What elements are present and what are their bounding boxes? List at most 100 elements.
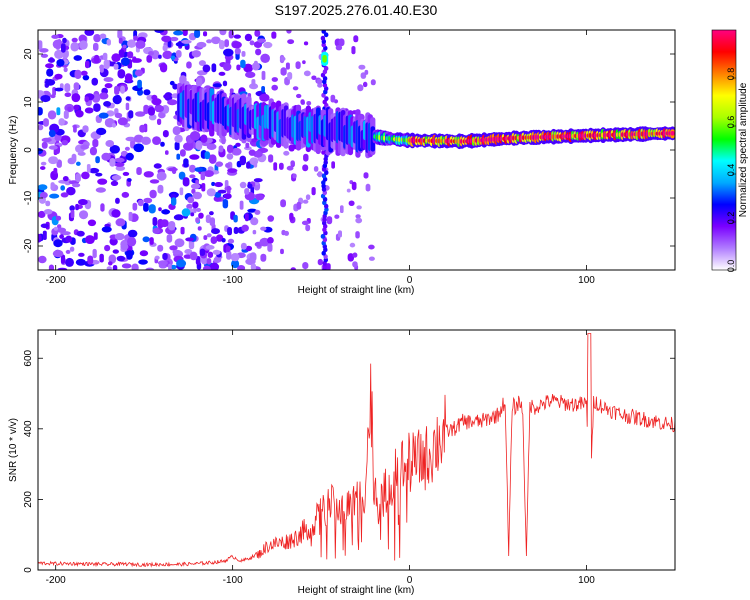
noise-blob <box>260 53 270 63</box>
noise-blob <box>162 252 168 260</box>
noise-blob <box>80 144 89 150</box>
noise-blob <box>183 142 194 151</box>
colorbar-tick-label: 0.6 <box>726 116 736 129</box>
noise-blob <box>263 41 273 49</box>
noise-blob <box>218 71 226 76</box>
spectrogram-x-tick-label: 100 <box>578 275 595 286</box>
noise-blob <box>160 219 169 228</box>
spectrogram-y-label: Frequency (Hz) <box>8 116 19 185</box>
noise-blob <box>244 188 250 195</box>
noise-blob <box>73 82 80 91</box>
noise-blob <box>172 126 181 136</box>
noise-blob <box>78 252 85 257</box>
noise-blob <box>48 264 54 270</box>
noise-blob <box>115 197 120 204</box>
noise-blob <box>71 153 77 163</box>
noise-blob <box>205 214 211 224</box>
noise-blob <box>92 138 99 148</box>
noise-blob <box>209 262 220 270</box>
spike-cell <box>320 35 326 41</box>
noise-blob <box>255 48 262 56</box>
noise-blob <box>145 267 155 270</box>
noise-blob <box>151 98 162 106</box>
noise-blob <box>124 146 130 151</box>
noise-blob <box>303 70 311 77</box>
noise-blob <box>76 230 85 237</box>
noise-blob <box>305 194 311 200</box>
noise-blob <box>317 171 322 178</box>
noise-blob <box>95 172 103 177</box>
noise-blob <box>196 77 203 87</box>
noise-blob <box>311 75 317 80</box>
noise-blob <box>38 233 42 243</box>
spike-cell <box>320 234 326 239</box>
snr-y-tick-label: 0 <box>23 567 34 573</box>
noise-blob <box>301 220 309 226</box>
noise-blob <box>190 183 201 190</box>
noise-blob <box>204 151 210 160</box>
noise-blob <box>81 171 90 180</box>
colorbar-tick-label: 0.0 <box>726 260 736 273</box>
noise-blob <box>127 178 132 182</box>
noise-blob <box>120 85 125 94</box>
noise-blob <box>38 210 46 218</box>
noise-blob <box>52 249 64 258</box>
noise-blob <box>149 237 154 245</box>
noise-blob <box>127 39 136 48</box>
noise-blob <box>61 140 69 146</box>
noise-blob <box>167 40 172 48</box>
noise-blob <box>108 261 113 266</box>
noise-blob <box>227 185 231 194</box>
snr-y-ticks: 0 200 400 600 <box>23 349 675 573</box>
noise-blob <box>143 197 153 204</box>
spectrogram-x-label: Height of straight line (km) <box>298 285 415 296</box>
noise-blob <box>292 173 297 179</box>
noise-blob <box>368 244 375 250</box>
noise-blob <box>168 221 176 231</box>
noise-blob <box>104 83 113 89</box>
spectrogram-y-tick-label: 10 <box>23 96 34 108</box>
noise-blob <box>158 54 162 59</box>
noise-blob <box>180 226 185 235</box>
noise-blob <box>225 245 231 253</box>
noise-blob <box>109 158 116 167</box>
noise-blob <box>280 199 286 208</box>
noise-blob <box>87 255 94 265</box>
noise-blob <box>175 50 182 58</box>
noise-blob <box>351 181 357 191</box>
noise-blob <box>208 154 217 164</box>
noise-blob <box>271 31 277 39</box>
noise-blob <box>114 233 125 241</box>
noise-blob <box>268 154 274 163</box>
noise-blob <box>93 34 101 43</box>
noise-blob <box>245 245 253 252</box>
noise-blob <box>118 37 123 44</box>
noise-blob <box>178 171 186 180</box>
colorbar-gradient <box>712 30 736 270</box>
noise-blob <box>80 70 88 76</box>
noise-blob <box>105 140 115 147</box>
noise-blob <box>166 234 173 243</box>
noise-blob <box>63 110 69 119</box>
noise-blob <box>149 179 160 184</box>
noise-blob <box>98 92 109 100</box>
noise-blob <box>162 130 169 138</box>
noise-blob <box>57 267 68 270</box>
noise-blob <box>182 177 190 187</box>
noise-blob <box>176 259 187 268</box>
noise-blob <box>226 153 234 160</box>
noise-blob <box>284 230 289 236</box>
noise-blob <box>192 191 202 200</box>
noise-blob <box>224 39 229 48</box>
noise-blob <box>214 182 223 188</box>
noise-blob <box>111 209 121 218</box>
noise-blob <box>157 260 168 266</box>
colorbar-tick-label: 0.2 <box>726 212 736 225</box>
noise-blob <box>95 187 106 193</box>
noise-blob <box>302 60 306 65</box>
snr-x-tick-label: 100 <box>578 575 595 586</box>
noise-blob <box>84 107 94 114</box>
noise-blob <box>82 125 89 133</box>
noise-blob <box>103 59 110 70</box>
